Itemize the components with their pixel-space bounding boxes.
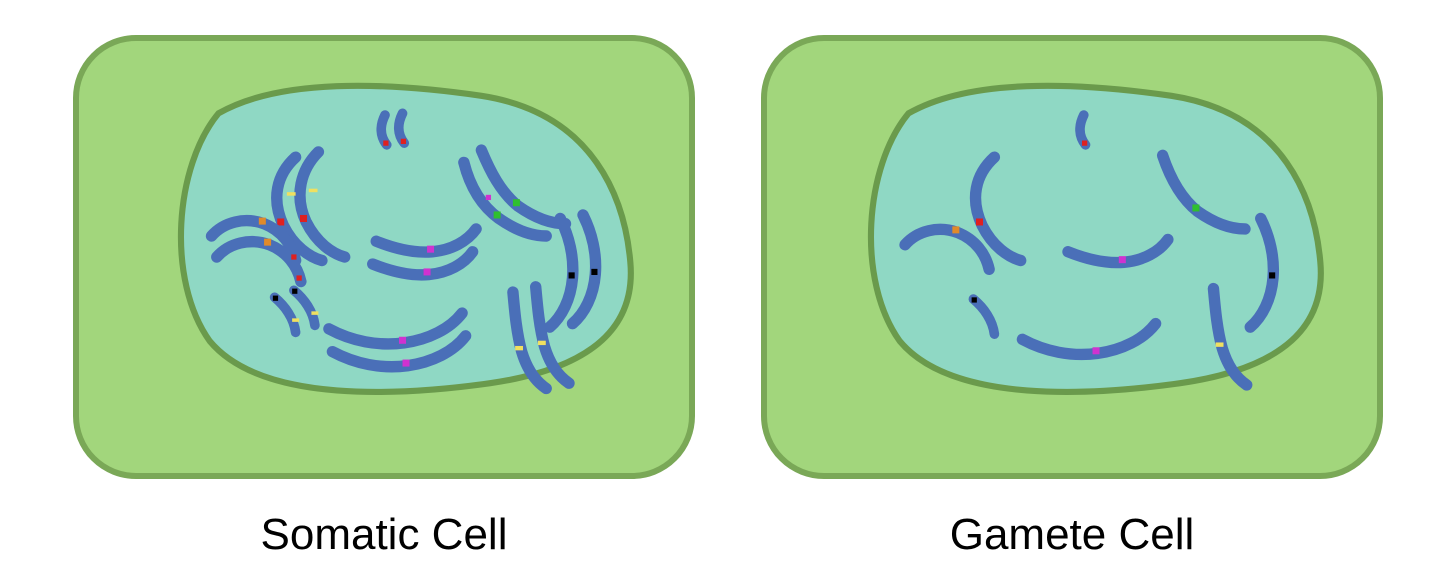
gamete-nucleus	[786, 52, 1364, 420]
somatic-cell-label: Somatic Cell	[72, 510, 696, 560]
somatic-nucleus	[96, 52, 674, 420]
somatic-cell	[72, 34, 696, 480]
gamete-cell-label: Gamete Cell	[760, 510, 1384, 560]
diagram-canvas: { "figure": { "type": "infographic", "ba…	[0, 0, 1440, 582]
gamete-cell	[760, 34, 1384, 480]
